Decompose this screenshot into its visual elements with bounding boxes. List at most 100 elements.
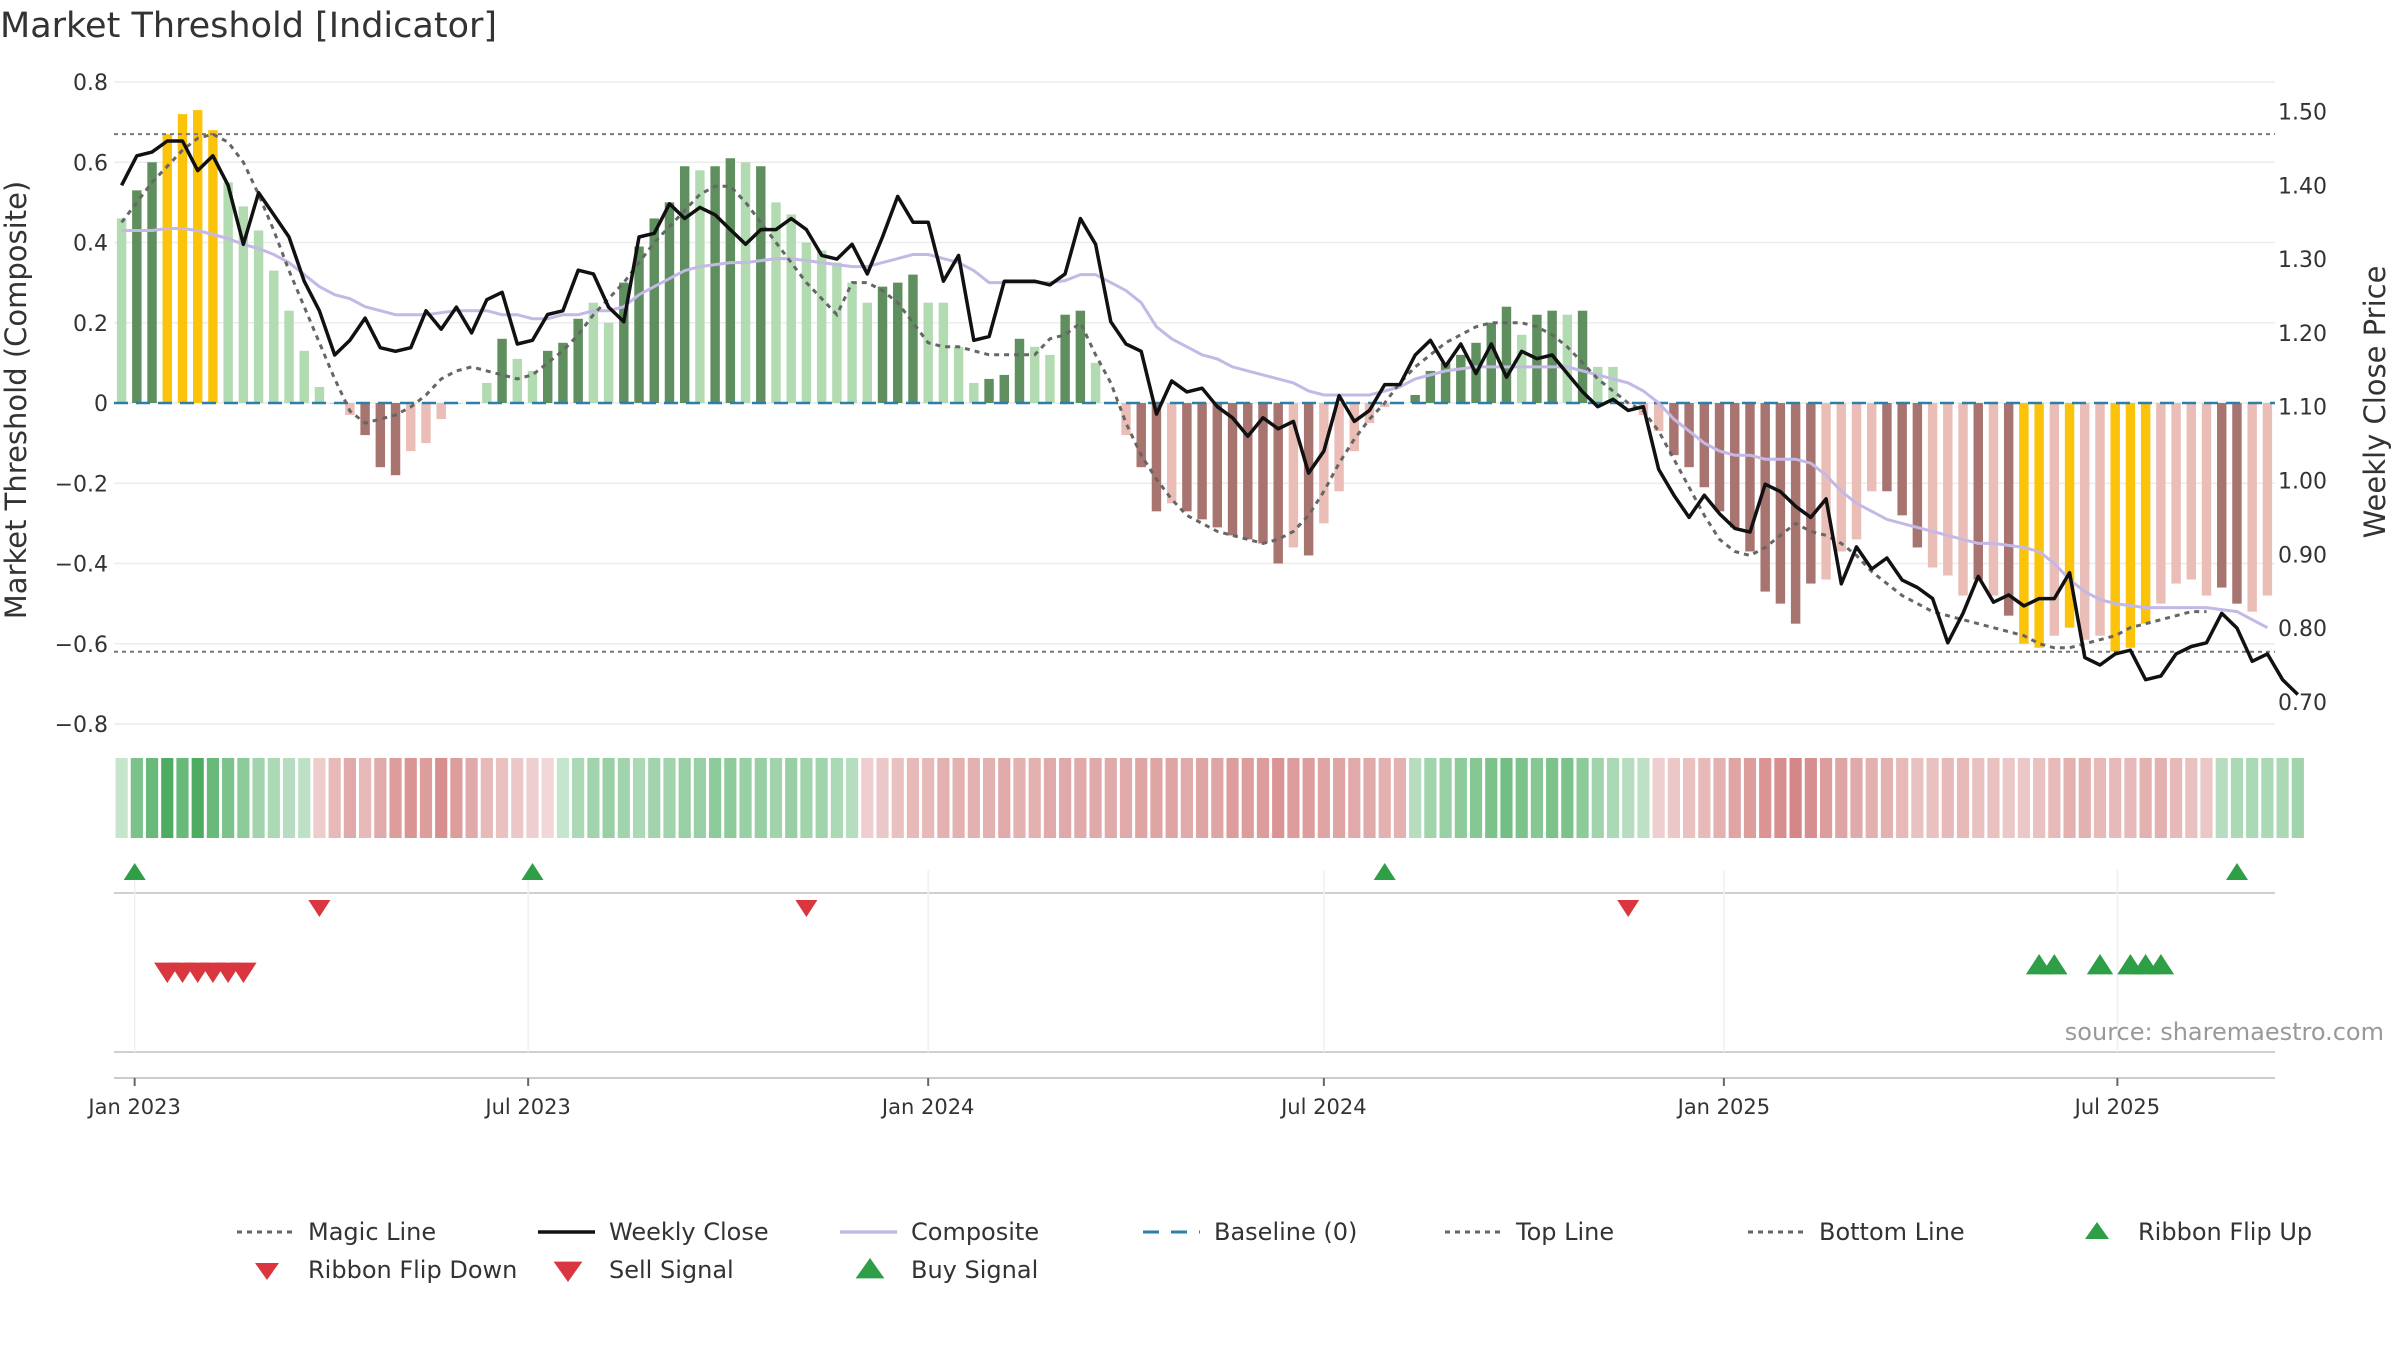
- date-tick-label: Jan 2024: [880, 1095, 975, 1119]
- ribbon-cell: [389, 758, 402, 838]
- ribbon-cell: [891, 758, 904, 838]
- threshold-bar: [664, 202, 675, 403]
- threshold-bar: [1060, 314, 1070, 403]
- ribbon-cell: [1804, 758, 1817, 838]
- ribbon-cell: [206, 758, 220, 838]
- threshold-bar: [1045, 354, 1055, 403]
- ribbon-cell: [724, 758, 737, 838]
- threshold-bar: [390, 403, 401, 476]
- legend-label: Ribbon Flip Down: [308, 1256, 517, 1284]
- ribbon-cell: [1896, 758, 1909, 838]
- legend-label: Composite: [911, 1218, 1039, 1246]
- triangle-down-icon: [553, 1261, 583, 1282]
- ribbon-cell: [145, 758, 159, 838]
- left-tick-label: −0.8: [55, 713, 108, 738]
- threshold-bar: [1821, 403, 1831, 580]
- right-tick-label: 1.20: [2278, 322, 2327, 347]
- threshold-bar: [1516, 334, 1527, 403]
- ribbon-cell: [2078, 758, 2091, 838]
- threshold-bar: [1669, 403, 1679, 456]
- legend-label: Top Line: [1515, 1218, 1614, 1246]
- threshold-bar: [482, 382, 492, 403]
- left-tick-label: 0.6: [73, 151, 108, 176]
- threshold-bar: [2003, 403, 2014, 616]
- ribbon-cell: [130, 758, 143, 838]
- threshold-bar: [2186, 403, 2197, 580]
- ribbon-flip-down-marker: [1617, 900, 1640, 917]
- ribbon-cell: [1211, 758, 1224, 838]
- threshold-bar: [2171, 403, 2181, 584]
- right-tick-label: 0.80: [2278, 617, 2327, 642]
- threshold-bar: [1349, 403, 1360, 452]
- threshold-bar: [543, 350, 553, 403]
- threshold-bar: [147, 162, 157, 403]
- threshold-bar: [1319, 403, 1329, 524]
- ribbon-cell: [1013, 758, 1026, 838]
- ribbon-cell: [495, 758, 509, 838]
- threshold-bar: [162, 134, 172, 403]
- ribbon-cell: [1530, 758, 1543, 838]
- threshold-bar: [2080, 403, 2090, 640]
- ribbon-cell: [572, 758, 585, 838]
- ribbon-cell: [328, 758, 341, 838]
- ribbon-cell: [830, 758, 843, 838]
- threshold-bar: [1075, 310, 1086, 403]
- threshold-bar: [116, 218, 127, 403]
- threshold-bar: [1425, 370, 1436, 403]
- ribbon-strip: [115, 758, 2304, 838]
- ribbon-cell: [1256, 758, 1270, 838]
- threshold-bar: [238, 206, 249, 403]
- ribbon-cell: [267, 758, 280, 838]
- ribbon-cell: [237, 758, 250, 838]
- ribbon-cell: [1059, 758, 1072, 838]
- threshold-bar: [999, 374, 1009, 403]
- date-tick-label: Jan 2025: [1676, 1095, 1771, 1119]
- threshold-bar: [1897, 403, 1907, 516]
- weekly-close-line: [120, 139, 2300, 696]
- legend: Magic Line Weekly Close Composite Baseline …: [237, 1218, 2312, 1284]
- threshold-bar: [603, 322, 614, 403]
- threshold-bar: [1699, 403, 1710, 488]
- ribbon-cell: [1226, 758, 1239, 838]
- threshold-bar: [2140, 403, 2151, 624]
- legend-label: Ribbon Flip Up: [2138, 1218, 2312, 1246]
- ribbon-cell: [1089, 758, 1102, 838]
- ribbon-cell: [2276, 758, 2289, 838]
- ribbon-cell: [359, 758, 372, 838]
- threshold-bar: [2217, 403, 2227, 588]
- threshold-bar: [253, 230, 264, 403]
- threshold-bar: [969, 382, 979, 403]
- ribbon-flip-up-marker: [1373, 863, 1396, 880]
- legend-label: Magic Line: [308, 1218, 436, 1246]
- legend-item: Buy Signal: [855, 1256, 1038, 1284]
- ribbon-cell: [2017, 758, 2030, 838]
- ribbon-cell: [1043, 758, 1057, 838]
- threshold-bar: [1653, 403, 1664, 432]
- ribbon-cell: [1469, 758, 1483, 838]
- ribbon-cell: [587, 758, 600, 838]
- right-tick-label: 1.10: [2278, 396, 2327, 421]
- ribbon-cell: [1378, 758, 1391, 838]
- threshold-bar: [588, 302, 599, 403]
- date-tick-label: Jan 2023: [86, 1095, 181, 1119]
- ribbon-cell: [435, 758, 448, 838]
- threshold-bar: [2034, 403, 2044, 648]
- composite-line: [121, 227, 2269, 630]
- threshold-bar: [360, 403, 370, 436]
- ribbon-cell: [2139, 758, 2152, 838]
- threshold-bar: [177, 114, 188, 403]
- right-tick-label: 0.70: [2278, 691, 2327, 716]
- threshold-bar: [2049, 403, 2060, 636]
- ribbon-cell: [2169, 758, 2183, 838]
- threshold-bar: [847, 282, 857, 403]
- ribbon-cell: [1119, 758, 1133, 838]
- ribbon-cell: [1454, 758, 1467, 838]
- threshold-bar: [1273, 403, 1283, 564]
- ribbon-cell: [2246, 758, 2259, 838]
- ribbon-cell: [1135, 758, 1148, 838]
- ribbon-cell: [1759, 758, 1772, 838]
- ribbon-cell: [1515, 758, 1528, 838]
- ribbon-cell: [541, 758, 554, 838]
- ribbon-cell: [1104, 758, 1117, 838]
